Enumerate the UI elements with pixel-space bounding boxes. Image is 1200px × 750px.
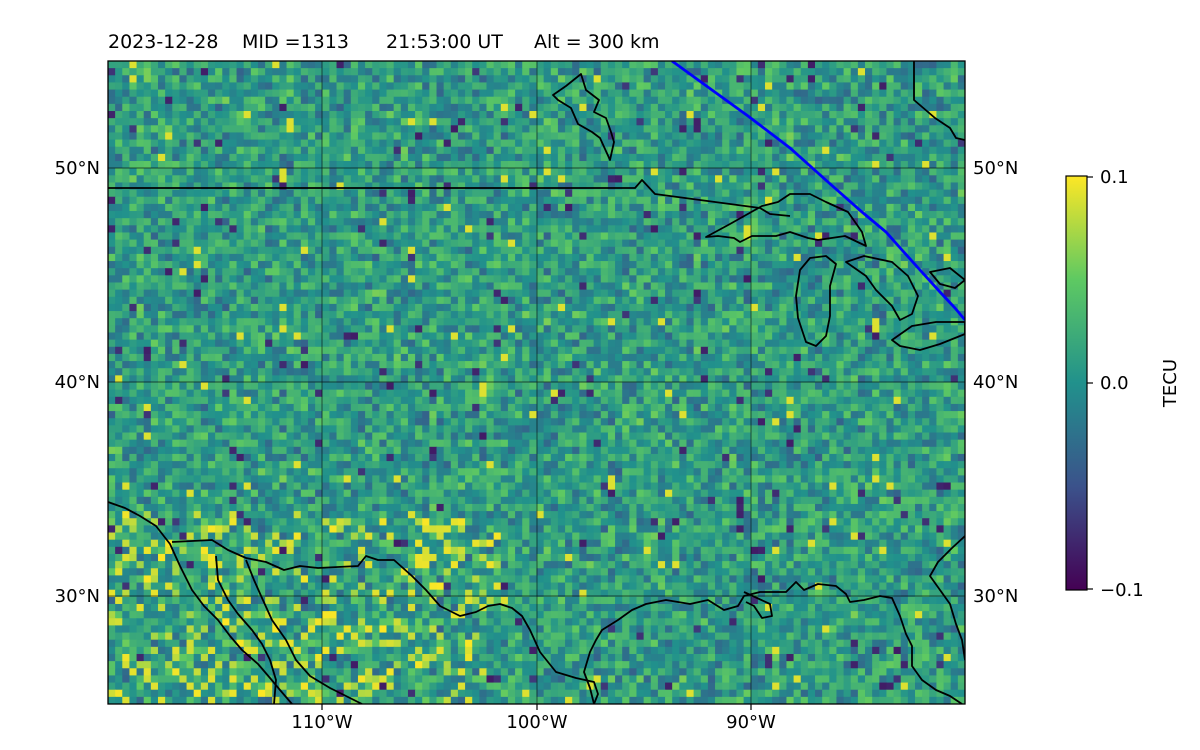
colorbar-label: TECU — [1160, 359, 1181, 408]
tec-heatmap — [108, 61, 965, 704]
lat-label-right-30n: 30°N — [973, 586, 1018, 607]
map-ticks — [321, 704, 752, 710]
colorbar-gradient — [1065, 175, 1088, 591]
northeast-coast — [913, 61, 965, 141]
map-title: 2023-12-28 MID =1313 21:53:00 UT Alt = 3… — [108, 31, 660, 53]
coastlines — [108, 61, 965, 704]
colorbar-tick-min: −0.1 — [1100, 580, 1144, 601]
title-mid: MID =1313 — [242, 31, 349, 53]
lake-erie-ontario — [891, 321, 965, 351]
colorbar-tick-max: 0.1 — [1100, 167, 1129, 188]
lat-label-right-40n: 40°N — [973, 372, 1018, 393]
map-panel: 110°W 100°W 90°W 50°N 40°N 30°N 50°N 40°… — [55, 60, 1018, 733]
colorbar-tick-zero: 0.0 — [1100, 373, 1129, 394]
eastern-lakes — [929, 267, 965, 289]
lon-label-100w: 100°W — [506, 712, 567, 733]
us-canada-border — [108, 179, 791, 217]
lake-superior — [705, 193, 867, 247]
colorbar-ticks — [1087, 176, 1093, 590]
hudson-bay-island — [552, 73, 615, 161]
mexico-gulf-inlet — [743, 591, 773, 619]
florida-east — [929, 535, 965, 661]
lat-label-left-40n: 40°N — [55, 372, 100, 393]
west-coast — [108, 501, 293, 704]
gulf-of-california — [215, 555, 277, 704]
title-date: 2023-12-28 — [108, 31, 218, 53]
lon-label-90w: 90°W — [726, 712, 776, 733]
lat-label-left-50n: 50°N — [55, 158, 100, 179]
map-gridlines — [108, 61, 965, 704]
title-altitude: Alt = 300 km — [534, 31, 660, 53]
baja-peninsula — [171, 539, 599, 704]
blue-track-line — [671, 61, 965, 321]
title-time: 21:53:00 UT — [386, 31, 503, 53]
mexico-interior — [245, 559, 363, 704]
lat-label-left-30n: 30°N — [55, 586, 100, 607]
lake-michigan — [795, 255, 837, 347]
lake-huron — [845, 255, 919, 321]
lat-label-right-50n: 50°N — [973, 158, 1018, 179]
lon-label-110w: 110°W — [291, 712, 352, 733]
colorbar: 0.1 0.0 −0.1 TECU — [1065, 167, 1181, 601]
gulf-coast — [583, 581, 963, 704]
